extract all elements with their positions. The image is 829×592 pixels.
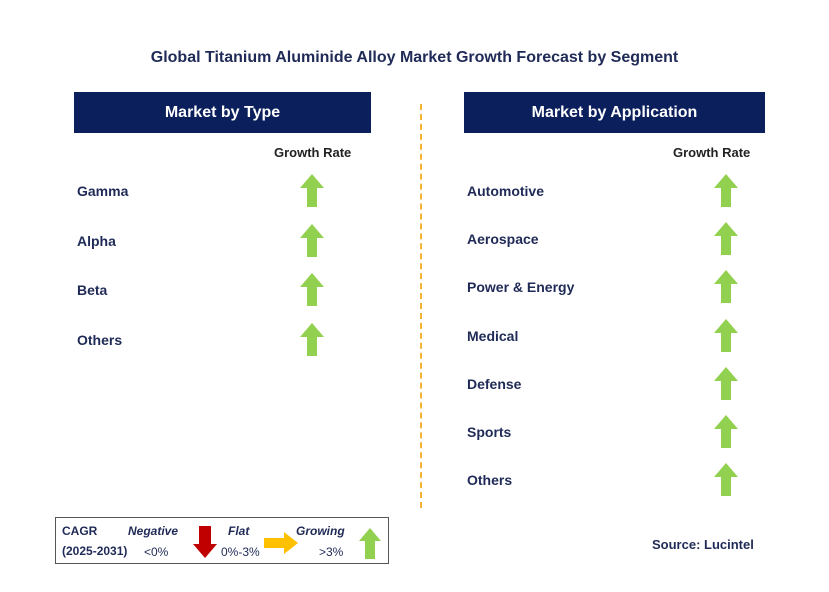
up-arrow-icon [714, 366, 738, 400]
up-arrow-icon [714, 415, 738, 448]
up-arrow-icon [300, 223, 324, 257]
type-growth-rate-label: Growth Rate [274, 145, 352, 160]
up-arrow-icon [300, 273, 324, 306]
segment-label: Automotive [467, 183, 544, 199]
legend: CAGR (2025-2031) Negative <0% Flat 0%-3%… [55, 517, 389, 564]
legend-flat-range: 0%-3% [221, 545, 260, 559]
page-title: Global Titanium Aluminide Alloy Market G… [150, 49, 679, 66]
legend-negative-label: Negative [128, 524, 179, 538]
legend-cagr-label: CAGR [62, 524, 98, 538]
source-note: Source: Lucintel [652, 537, 754, 552]
up-arrow-icon [714, 174, 738, 207]
up-arrow-icon [714, 222, 738, 256]
segment-label: Defense [467, 375, 522, 392]
legend-growing-range: >3% [319, 545, 344, 559]
up-arrow-icon [714, 463, 738, 497]
panel-divider [420, 104, 422, 508]
right-arrow-icon [264, 532, 298, 554]
segment-label: Others [467, 472, 513, 489]
segment-label: Beta [77, 282, 108, 298]
legend-flat-label: Flat [228, 524, 250, 538]
segment-label: Power & Energy [467, 279, 575, 296]
segment-label: Others [77, 331, 123, 348]
segment-label: Alpha [77, 232, 116, 249]
up-arrow-icon [300, 322, 324, 356]
segment-label: Medical [467, 327, 519, 344]
market-by-type-header: Market by Type [74, 92, 371, 133]
legend-growing-label: Growing [296, 524, 345, 538]
segment-label: Sports [467, 424, 512, 440]
up-arrow-icon [714, 318, 738, 352]
application-growth-rate-label: Growth Rate [673, 145, 751, 160]
segment-label: Aerospace [467, 231, 539, 248]
segment-label: Gamma [77, 183, 129, 199]
legend-negative-range: <0% [144, 545, 169, 559]
up-arrow-icon [300, 174, 324, 207]
legend-period: (2025-2031) [62, 544, 128, 558]
down-arrow-icon [193, 526, 217, 558]
market-by-application-header: Market by Application [464, 92, 765, 133]
up-arrow-icon [714, 270, 738, 304]
up-arrow-icon [359, 528, 381, 559]
